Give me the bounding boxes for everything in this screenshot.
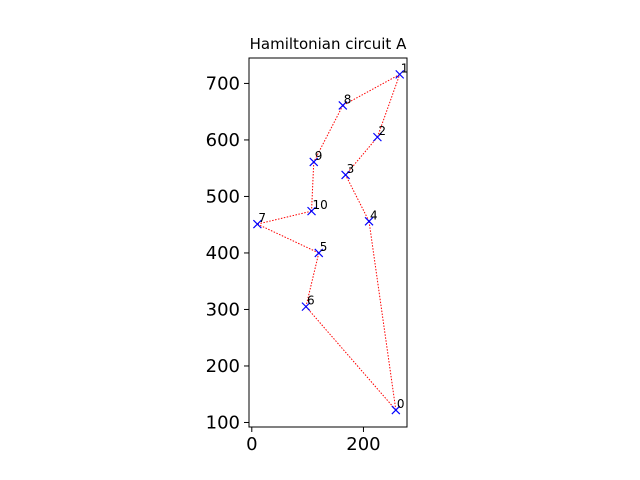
plot-frame — [248, 57, 408, 428]
tour-lines — [257, 73, 401, 411]
point-label: 10 — [313, 198, 328, 212]
point-label: 3 — [347, 162, 355, 176]
tour-edge — [257, 223, 320, 254]
point-label: 6 — [307, 294, 315, 308]
y-tick-label: 600 — [206, 130, 240, 151]
tour-edge — [305, 306, 397, 411]
point-label: 2 — [378, 124, 386, 138]
point-label: 4 — [370, 208, 378, 222]
point-marker — [301, 302, 311, 312]
tour-edge — [376, 74, 401, 138]
point-marker — [395, 69, 405, 79]
point-marker — [307, 206, 316, 216]
point-label: 9 — [315, 149, 323, 163]
point-label: 8 — [344, 92, 352, 106]
tour-edge — [305, 252, 320, 307]
point-label: 7 — [258, 211, 266, 225]
y-axis-ticks: 100 200 300 400 500 600 700 — [206, 73, 249, 433]
point-marker — [341, 170, 351, 180]
y-tick-label: 200 — [206, 356, 240, 377]
point-marker — [252, 219, 262, 229]
point-label: 0 — [397, 397, 405, 411]
y-tick-label: 500 — [206, 186, 240, 207]
point-label: 1 — [401, 61, 409, 75]
point-marker — [364, 216, 374, 226]
y-tick-label: 300 — [206, 299, 240, 320]
y-tick-label: 100 — [206, 412, 240, 433]
tour-edge — [342, 73, 400, 106]
x-tick-label: 0 — [246, 434, 257, 455]
point-marker — [372, 132, 382, 142]
tour-edge — [345, 136, 378, 176]
point-label: 5 — [320, 240, 328, 254]
point-marker — [309, 157, 319, 167]
tour-edge — [345, 174, 370, 222]
tour-edge — [368, 221, 397, 411]
chart-title: Hamiltonian circuit A — [250, 35, 407, 53]
tour-edge — [257, 210, 312, 225]
y-tick-label: 400 — [206, 243, 240, 264]
tour-edge — [311, 161, 315, 212]
point-marker — [391, 405, 401, 415]
point-marker — [314, 248, 324, 258]
x-axis-ticks: 0 200 — [246, 427, 381, 455]
point-marker — [338, 101, 348, 110]
x-tick-label: 200 — [346, 434, 380, 455]
point-labels: 0 1 2 3 4 5 6 7 8 9 10 — [258, 61, 408, 411]
point-markers — [252, 69, 405, 415]
y-tick-label: 700 — [206, 73, 240, 94]
